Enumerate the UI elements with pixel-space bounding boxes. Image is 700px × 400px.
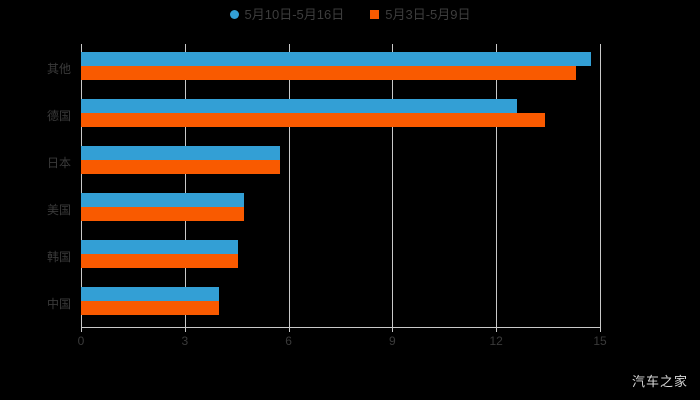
- bar-1-2[interactable]: [81, 98, 517, 113]
- x-tick-mark-3: [184, 327, 186, 332]
- bar-1-5[interactable]: [81, 240, 239, 255]
- gridline-12: [496, 44, 498, 327]
- bar-1-6[interactable]: [81, 287, 220, 302]
- x-tick-label-15: 15: [593, 334, 607, 348]
- gridline-3: [184, 44, 186, 327]
- bar-2-1[interactable]: [81, 65, 576, 80]
- x-tick-mark-9: [392, 327, 394, 332]
- plot-area: [81, 44, 601, 327]
- x-tick-mark-6: [288, 327, 290, 332]
- legend-marker-square-icon: [370, 10, 380, 19]
- legend-marker-circle-icon: [229, 10, 239, 19]
- bar-2-5[interactable]: [81, 254, 239, 269]
- legend-label-series-1: 5月10日-5月16日: [244, 7, 345, 22]
- x-tick-label-12: 12: [489, 334, 503, 348]
- bar-1-3[interactable]: [81, 145, 280, 160]
- gridline-6: [288, 44, 290, 327]
- legend-item-series-1[interactable]: 5月10日-5月16日: [229, 7, 345, 22]
- bar-1-1[interactable]: [81, 51, 592, 66]
- x-tick-label-3: 3: [181, 334, 189, 348]
- x-tick-mark-12: [496, 327, 498, 332]
- gridline-15: [600, 44, 601, 327]
- legend-item-series-2[interactable]: 5月3日-5月9日: [370, 8, 470, 21]
- x-tick-mark-15: [600, 327, 601, 332]
- bar-2-3[interactable]: [81, 159, 280, 174]
- gridline-9: [392, 44, 394, 327]
- y-axis-label-1: 其他: [46, 61, 71, 76]
- y-axis-label-3: 日本: [46, 155, 71, 170]
- bar-1-4[interactable]: [81, 193, 244, 208]
- y-axis-label-5: 韩国: [46, 250, 71, 265]
- chart-legend: 5月10日-5月16日 5月3日-5月9日: [0, 8, 700, 21]
- x-tick-label-6: 6: [285, 334, 292, 348]
- bar-2-2[interactable]: [81, 112, 545, 127]
- x-tick-label-9: 9: [389, 334, 396, 348]
- y-axis-label-6: 中国: [46, 297, 71, 312]
- legend-label-series-2: 5月3日-5月9日: [385, 7, 471, 22]
- bar-2-6[interactable]: [81, 301, 220, 316]
- gridline-0: [81, 44, 82, 327]
- watermark: 汽车之家: [631, 374, 688, 389]
- bar-2-4[interactable]: [81, 207, 244, 222]
- x-axis-line: [81, 327, 600, 328]
- y-axis-label-4: 美国: [46, 203, 71, 218]
- y-axis-label-2: 德国: [46, 108, 71, 123]
- x-tick-label-0: 0: [77, 334, 85, 348]
- x-tick-mark-0: [81, 327, 82, 332]
